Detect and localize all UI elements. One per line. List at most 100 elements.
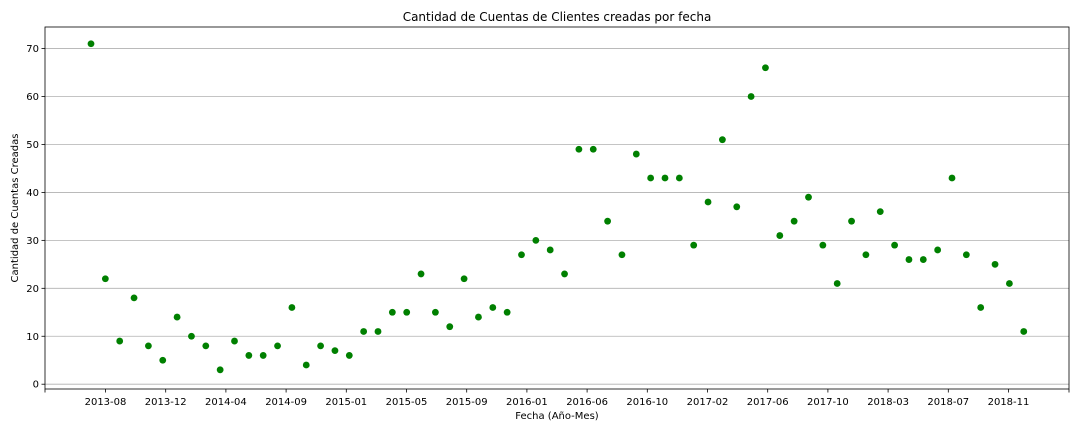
data-point xyxy=(733,203,741,211)
data-point xyxy=(747,93,755,100)
data-point xyxy=(962,251,970,259)
x-tick-label: 2014-04 xyxy=(205,397,247,408)
x-tick-label: 2015-05 xyxy=(386,397,428,408)
data-point xyxy=(848,217,855,225)
y-tick-label: 70 xyxy=(26,44,39,55)
data-point xyxy=(374,328,382,335)
data-point xyxy=(919,256,927,263)
data-point xyxy=(202,342,210,350)
data-points xyxy=(87,40,1028,374)
data-point xyxy=(561,270,568,278)
data-point xyxy=(101,275,109,283)
data-point xyxy=(518,251,525,259)
data-point xyxy=(1006,280,1013,287)
x-tick-label: 2018-11 xyxy=(988,397,1030,408)
data-point xyxy=(116,337,124,345)
data-point xyxy=(259,352,267,359)
data-point xyxy=(231,337,238,345)
data-point xyxy=(145,342,152,350)
data-point xyxy=(876,208,884,215)
data-point xyxy=(245,352,253,359)
data-point xyxy=(776,232,784,239)
data-point xyxy=(288,304,296,311)
plot-frame xyxy=(44,26,1070,390)
x-tick-label: 2018-07 xyxy=(927,397,969,408)
data-point xyxy=(188,332,195,340)
data-point xyxy=(934,246,942,254)
y-tick-label: 10 xyxy=(26,332,39,343)
x-tick-label: 2017-10 xyxy=(807,397,849,408)
x-tick-label: 2016-01 xyxy=(506,397,548,408)
x-tick-label: 2013-08 xyxy=(85,397,127,408)
data-point xyxy=(446,323,454,331)
data-point xyxy=(1020,328,1028,335)
y-tick-label: 60 xyxy=(26,92,39,103)
data-point xyxy=(503,308,511,316)
data-point xyxy=(432,308,439,316)
x-tick-label: 2015-01 xyxy=(325,397,367,408)
data-point xyxy=(274,342,281,350)
x-tick-label: 2013-12 xyxy=(145,397,187,408)
data-point xyxy=(891,241,898,249)
data-point xyxy=(546,246,554,254)
data-point xyxy=(661,174,669,182)
data-point xyxy=(173,313,181,321)
data-point xyxy=(417,270,425,278)
data-point xyxy=(977,304,985,311)
x-tick-label: 2014-09 xyxy=(265,397,307,408)
data-point xyxy=(159,356,167,364)
data-point xyxy=(87,40,95,48)
data-point xyxy=(130,294,138,302)
data-point xyxy=(331,347,339,355)
data-point xyxy=(388,308,396,316)
data-point xyxy=(819,241,827,249)
data-point xyxy=(345,352,353,359)
data-point xyxy=(532,236,540,244)
data-point xyxy=(575,145,583,153)
y-tick-label: 40 xyxy=(26,188,39,199)
data-point xyxy=(317,342,324,350)
y-tick-label: 20 xyxy=(26,284,39,295)
data-point xyxy=(719,136,726,144)
data-point xyxy=(762,64,769,72)
y-axis-ticks: 0 10 20 30 40 50 60 70 xyxy=(26,44,45,391)
data-point xyxy=(489,304,497,311)
data-point xyxy=(360,328,368,335)
data-point xyxy=(805,193,812,201)
data-point xyxy=(905,256,913,263)
y-tick-label: 0 xyxy=(33,380,39,391)
grid-lines xyxy=(45,48,1069,385)
data-point xyxy=(690,241,698,249)
data-point xyxy=(632,150,640,158)
data-point xyxy=(675,174,683,182)
x-axis-title: Fecha (Año-Mes) xyxy=(515,411,598,422)
data-point xyxy=(403,308,411,316)
data-point xyxy=(604,217,611,225)
data-point xyxy=(216,366,224,374)
x-tick-label: 2016-06 xyxy=(566,397,608,408)
data-point xyxy=(862,251,870,259)
x-tick-label: 2016-10 xyxy=(626,397,668,408)
data-point xyxy=(704,198,712,206)
x-tick-label: 2018-03 xyxy=(867,397,909,408)
x-tick-label: 2017-02 xyxy=(687,397,729,408)
data-point xyxy=(833,280,841,287)
y-tick-label: 30 xyxy=(26,236,39,247)
x-tick-label: 2015-09 xyxy=(446,397,488,408)
y-tick-label: 50 xyxy=(26,140,39,151)
y-axis-title: Cantidad de Cuentas Creadas xyxy=(10,134,21,283)
data-point xyxy=(302,361,310,369)
x-axis-ticks: 2013-08 2013-12 2014-04 2014-09 2015-01 2015-… xyxy=(44,389,1070,408)
data-point xyxy=(618,251,626,259)
data-point xyxy=(589,145,597,153)
x-tick-label: 2017-06 xyxy=(747,397,789,408)
chart-title: Cantidad de Cuentas de Clientes creadas … xyxy=(403,10,712,24)
data-point xyxy=(991,260,999,268)
data-point xyxy=(647,174,655,182)
data-point xyxy=(460,275,468,283)
data-point xyxy=(948,174,956,182)
data-point xyxy=(475,313,482,321)
data-point xyxy=(790,217,798,225)
